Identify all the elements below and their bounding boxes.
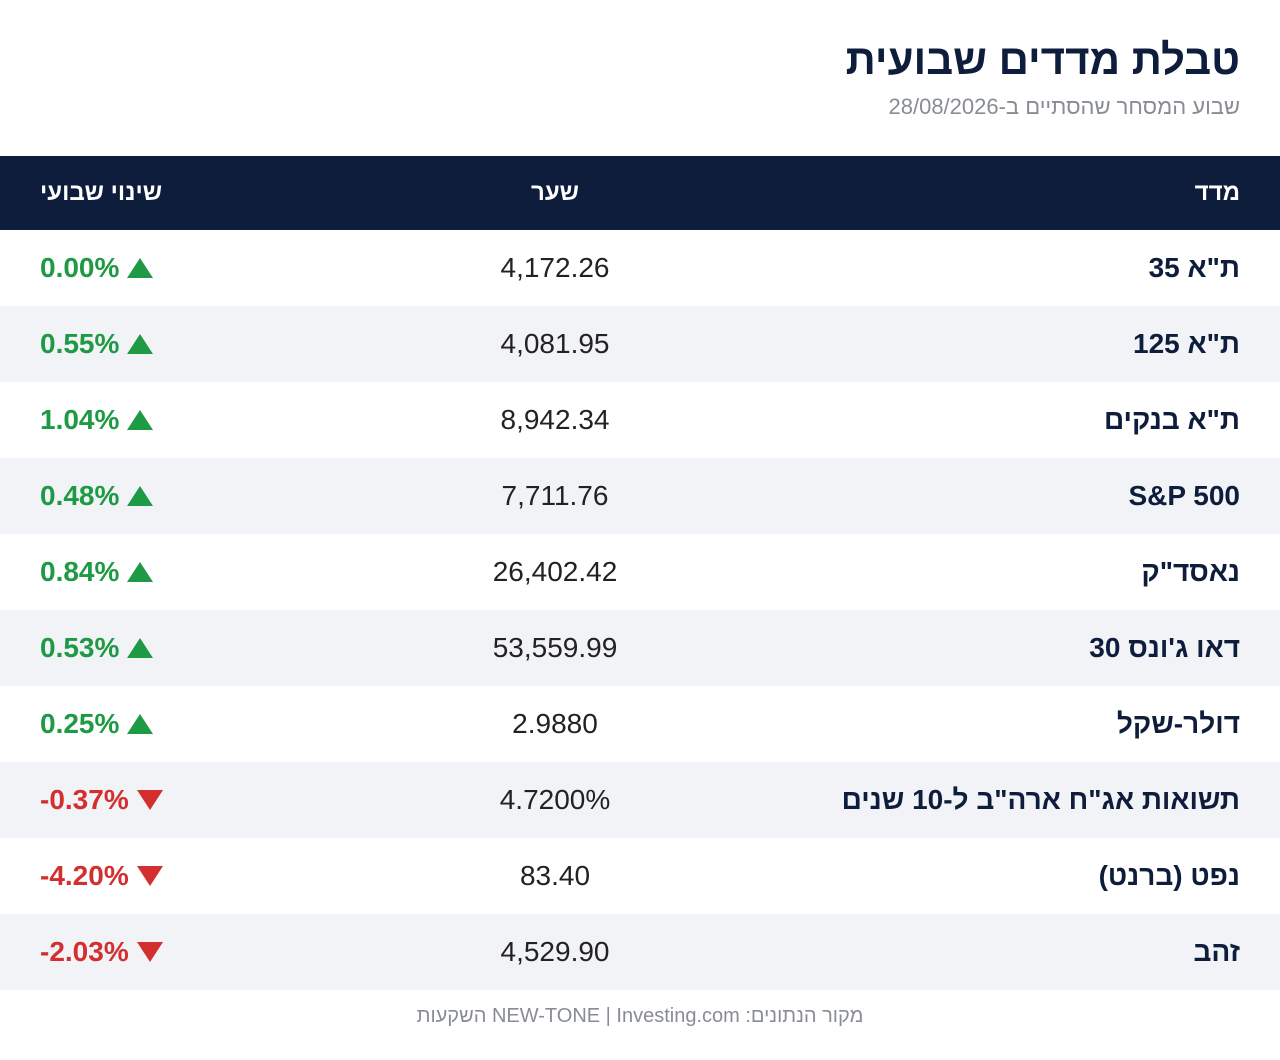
table-row: S&P 500 7,711.76 0.48% xyxy=(0,458,1280,534)
index-price: 4,529.90 xyxy=(500,936,610,967)
weekly-change: -4.20% xyxy=(40,860,163,892)
triangle-up-icon xyxy=(127,486,154,506)
index-name: תשואות אג"ח ארה"ב ל-10 שנים xyxy=(841,784,1240,815)
index-price: 26,402.42 xyxy=(492,556,618,587)
triangle-up-icon xyxy=(127,638,154,658)
indices-table: מדד שער שינוי שבועי ת"א 35 4,172.26 0.00% ת… xyxy=(0,156,1280,990)
index-price: 53,559.99 xyxy=(492,632,618,663)
weekly-change: 0.84% xyxy=(40,556,154,588)
index-name: נאסד"ק xyxy=(1141,556,1240,587)
table-row: נפט (ברנט) 83.40 -4.20% xyxy=(0,838,1280,914)
table-row: דולר-שקל 2.9880 0.25% xyxy=(0,686,1280,762)
weekly-change-cell: 0.53% xyxy=(0,610,390,686)
index-price: 2.9880 xyxy=(512,708,598,739)
index-price: 4,172.26 xyxy=(500,252,610,283)
weekly-change: 0.00% xyxy=(40,252,154,284)
triangle-up-icon xyxy=(127,562,154,582)
column-header-weekly-change: שינוי שבועי xyxy=(40,179,163,206)
weekly-change-cell: 0.25% xyxy=(0,686,390,762)
weekly-change-value: 0.53% xyxy=(40,632,120,663)
weekly-change-value: 0.48% xyxy=(40,480,120,511)
table-row: דאו ג'ונס 30 53,559.99 0.53% xyxy=(0,610,1280,686)
weekly-change-cell: 1.04% xyxy=(0,382,390,458)
table-row: נאסד"ק 26,402.42 0.84% xyxy=(0,534,1280,610)
triangle-up-icon xyxy=(127,714,154,734)
weekly-change: 0.25% xyxy=(40,708,154,740)
page-subtitle: שבוע המסחר שהסתיים ב-28/08/2026 xyxy=(888,94,1241,119)
weekly-change-cell: 0.48% xyxy=(0,458,390,534)
triangle-up-icon xyxy=(127,258,154,278)
weekly-change: 0.55% xyxy=(40,328,154,360)
triangle-down-icon xyxy=(136,866,163,886)
weekly-change-cell: 0.84% xyxy=(0,534,390,610)
triangle-up-icon xyxy=(127,334,154,354)
triangle-up-icon xyxy=(127,410,154,430)
weekly-change: 1.04% xyxy=(40,404,154,436)
weekly-change-cell: -2.03% xyxy=(0,914,390,990)
weekly-change-value: 0.00% xyxy=(40,252,120,283)
weekly-change-value: 0.55% xyxy=(40,328,120,359)
weekly-change: -0.37% xyxy=(40,784,163,816)
weekly-change-value: -2.03% xyxy=(40,936,129,967)
weekly-change-value: -4.20% xyxy=(40,860,129,891)
triangle-down-icon xyxy=(136,790,163,810)
index-price: 4.7200% xyxy=(499,784,611,815)
weekly-change-value: 1.04% xyxy=(40,404,120,435)
column-header-index: מדד xyxy=(1194,179,1240,206)
table-row: תשואות אג"ח ארה"ב ל-10 שנים 4.7200% -0.37% xyxy=(0,762,1280,838)
weekly-change-value: 0.25% xyxy=(40,708,120,739)
table-body: ת"א 35 4,172.26 0.00% ת"א 125 4,081.95 0.55% ת… xyxy=(0,230,1280,990)
table-row: זהב 4,529.90 -2.03% xyxy=(0,914,1280,990)
table-row: ת"א 125 4,081.95 0.55% xyxy=(0,306,1280,382)
card-header: טבלת מדדים שבועית שבוע המסחר שהסתיים ב-2… xyxy=(0,0,1280,156)
weekly-change-cell: 0.00% xyxy=(0,230,390,306)
column-header-price: שער xyxy=(531,179,579,206)
weekly-change-cell: 0.55% xyxy=(0,306,390,382)
index-price: 4,081.95 xyxy=(500,328,610,359)
weekly-change: 0.53% xyxy=(40,632,154,664)
triangle-down-icon xyxy=(136,942,163,962)
index-name: ת"א בנקים xyxy=(1103,404,1240,435)
table-row: ת"א בנקים 8,942.34 1.04% xyxy=(0,382,1280,458)
index-price: 8,942.34 xyxy=(500,404,610,435)
weekly-change: 0.48% xyxy=(40,480,154,512)
index-name: זהב xyxy=(1193,936,1240,967)
weekly-change-cell: -4.20% xyxy=(0,838,390,914)
table-header: מדד שער שינוי שבועי xyxy=(0,156,1280,230)
index-name: דאו ג'ונס 30 xyxy=(1089,632,1240,663)
weekly-change-value: 0.84% xyxy=(40,556,120,587)
index-name: ת"א 35 xyxy=(1148,252,1240,283)
table-header-row: מדד שער שינוי שבועי xyxy=(0,156,1280,230)
source-footer: מקור הנתונים: NEW-TONE | Investing.com ה… xyxy=(416,1005,864,1027)
index-price: 83.40 xyxy=(519,860,591,891)
weekly-change: -2.03% xyxy=(40,936,163,968)
weekly-change-value: -0.37% xyxy=(40,784,129,815)
index-price: 7,711.76 xyxy=(501,480,609,511)
weekly-change-cell: -0.37% xyxy=(0,762,390,838)
index-name: נפט (ברנט) xyxy=(1098,860,1240,891)
index-name: ת"א 125 xyxy=(1133,328,1240,359)
index-name: S&P 500 xyxy=(1128,480,1240,511)
page-title: טבלת מדדים שבועית xyxy=(845,36,1240,83)
table-row: ת"א 35 4,172.26 0.00% xyxy=(0,230,1280,306)
index-name: דולר-שקל xyxy=(1116,708,1240,739)
